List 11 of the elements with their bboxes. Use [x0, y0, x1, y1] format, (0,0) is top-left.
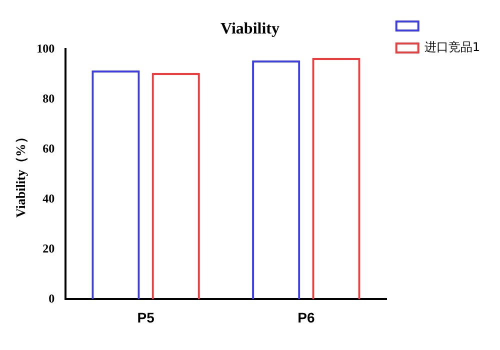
y-tick-label: 80 [42, 91, 55, 106]
legend-label: 进口竞品1 [424, 40, 480, 54]
chart-title: Viability [220, 20, 280, 38]
y-tick-label: 100 [36, 41, 55, 56]
y-tick-label: 60 [42, 141, 55, 156]
y-tick-label: 40 [42, 191, 55, 206]
y-tick-label: 0 [48, 291, 55, 306]
y-axis-title: Viability（%） [13, 130, 28, 218]
y-tick-label: 20 [42, 241, 55, 256]
x-tick-label: P5 [137, 309, 155, 326]
x-tick-label: P6 [298, 309, 315, 326]
